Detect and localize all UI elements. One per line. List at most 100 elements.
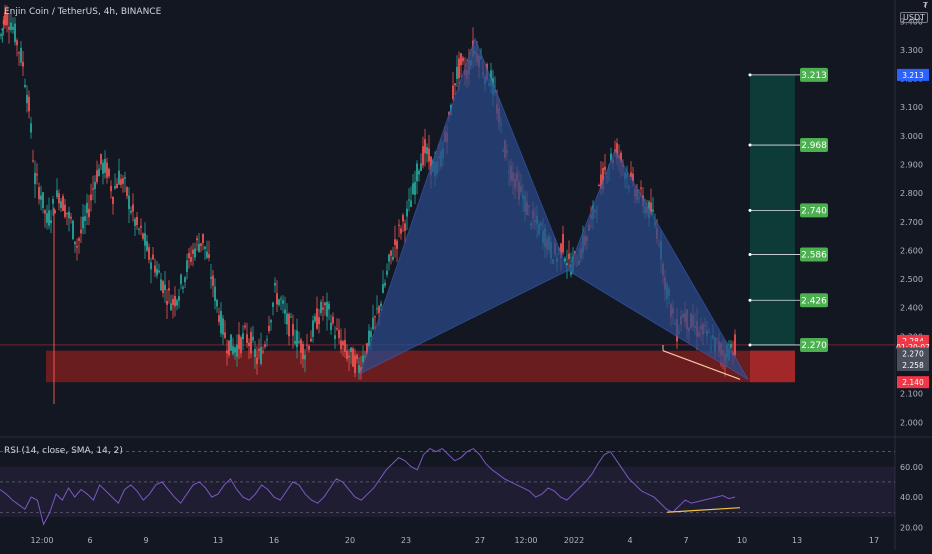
candle bbox=[154, 265, 156, 273]
candle bbox=[418, 170, 420, 175]
candle bbox=[110, 185, 112, 192]
candle bbox=[372, 317, 374, 330]
candle bbox=[730, 343, 732, 348]
candle bbox=[352, 348, 354, 367]
candle bbox=[74, 241, 76, 245]
candle bbox=[66, 212, 68, 215]
time-tick: 2022 bbox=[564, 536, 584, 545]
candle bbox=[426, 147, 428, 155]
candle bbox=[332, 316, 334, 324]
candle bbox=[52, 199, 54, 204]
candle bbox=[230, 334, 232, 351]
candle bbox=[196, 238, 198, 241]
candle bbox=[566, 263, 568, 266]
currency-label: ₮ USDT bbox=[900, 1, 928, 23]
candle bbox=[344, 339, 346, 352]
candle bbox=[356, 354, 358, 360]
candle bbox=[422, 146, 424, 166]
candle bbox=[460, 53, 462, 66]
candle bbox=[266, 339, 268, 341]
candle bbox=[324, 302, 326, 306]
candle bbox=[322, 307, 324, 310]
time-tick: 27 bbox=[475, 536, 485, 545]
candle bbox=[212, 275, 214, 286]
candle bbox=[414, 181, 416, 195]
candle bbox=[0, 34, 2, 36]
candle bbox=[652, 209, 654, 212]
candle bbox=[112, 197, 114, 204]
candle bbox=[252, 336, 254, 341]
rsi-divergence-line bbox=[666, 507, 741, 513]
rsi-indicator-label: RSI (14, close, SMA, 14, 2) bbox=[4, 446, 123, 456]
candle bbox=[190, 256, 192, 262]
candle bbox=[452, 85, 454, 99]
candle bbox=[102, 162, 104, 174]
candle bbox=[420, 163, 422, 171]
candle bbox=[120, 178, 122, 185]
currency-symbol: ₮ bbox=[922, 1, 928, 10]
candle bbox=[116, 183, 118, 189]
candle bbox=[350, 347, 352, 353]
rsi-line bbox=[0, 447, 736, 526]
candle bbox=[222, 318, 224, 335]
candle bbox=[56, 190, 58, 198]
candle bbox=[374, 316, 376, 318]
candle bbox=[106, 162, 108, 178]
price-badge-text: 2.140 bbox=[902, 378, 924, 387]
candle bbox=[276, 293, 278, 305]
time-tick: 13 bbox=[792, 536, 802, 545]
candle bbox=[18, 52, 20, 54]
candle bbox=[64, 204, 66, 217]
price-tick: 2.800 bbox=[900, 189, 923, 198]
candle bbox=[84, 216, 86, 221]
time-tick: 16 bbox=[269, 536, 279, 545]
candle bbox=[118, 170, 120, 185]
candle bbox=[400, 228, 402, 234]
candle bbox=[270, 320, 272, 323]
candle bbox=[70, 216, 72, 219]
candle bbox=[318, 317, 320, 325]
candle bbox=[388, 254, 390, 262]
candle bbox=[210, 276, 212, 279]
candle bbox=[24, 84, 26, 87]
candle bbox=[650, 202, 652, 215]
candle bbox=[178, 296, 180, 301]
candle bbox=[378, 306, 380, 314]
time-tick: 17 bbox=[869, 536, 879, 545]
candle bbox=[294, 341, 296, 344]
candle bbox=[320, 301, 322, 314]
candle bbox=[192, 249, 194, 254]
price-tick: 2.900 bbox=[900, 161, 923, 170]
candle bbox=[336, 328, 338, 330]
candle bbox=[194, 248, 196, 258]
currency-code[interactable]: USDT bbox=[900, 12, 928, 23]
candle bbox=[310, 338, 312, 342]
candle bbox=[150, 262, 152, 270]
price-badge-text: 3.213 bbox=[902, 71, 924, 80]
candle bbox=[4, 11, 6, 26]
target-label: 2.270 bbox=[801, 341, 827, 351]
candle bbox=[406, 208, 408, 217]
target-dot bbox=[748, 252, 752, 256]
candle bbox=[306, 344, 308, 346]
time-tick: 12:00 bbox=[30, 536, 53, 545]
target-dot bbox=[748, 143, 752, 147]
candle bbox=[314, 316, 316, 322]
candle bbox=[36, 173, 38, 176]
candle bbox=[114, 186, 116, 189]
candle bbox=[216, 299, 218, 307]
candle bbox=[268, 325, 270, 332]
candle bbox=[568, 253, 570, 260]
price-badge-text: 2.258 bbox=[902, 361, 924, 370]
support-zone bbox=[46, 350, 795, 383]
candle bbox=[182, 287, 184, 289]
candle bbox=[380, 303, 382, 307]
candle bbox=[100, 153, 102, 165]
price-tick: 2.000 bbox=[900, 418, 923, 427]
target-label: 2.426 bbox=[801, 296, 827, 306]
candle bbox=[264, 344, 266, 347]
candle bbox=[88, 208, 90, 218]
time-tick: 12:00 bbox=[514, 536, 537, 545]
candle bbox=[382, 284, 384, 294]
